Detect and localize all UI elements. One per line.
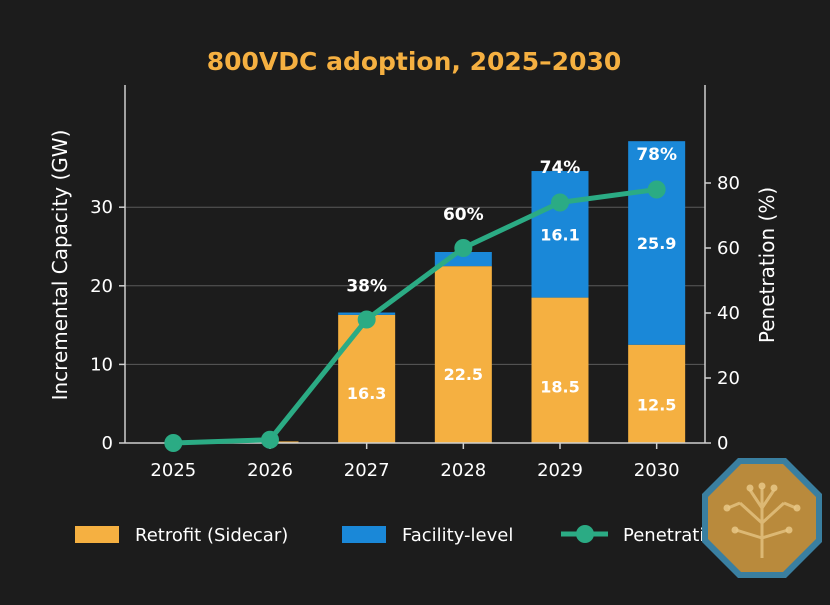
y-tick-label: 0 xyxy=(102,433,113,454)
penetration-marker xyxy=(357,310,376,329)
y-tick-label: 30 xyxy=(90,197,113,218)
x-tick-label: 2026 xyxy=(247,460,293,481)
chart-title: 800VDC adoption, 2025–2030 xyxy=(207,47,622,76)
bar-value-label-facility: 16.1 xyxy=(540,225,579,244)
bar-value-label-retrofit: 18.5 xyxy=(540,377,579,396)
legend-swatch-penetration-marker xyxy=(576,525,594,543)
x-tick-label: 2027 xyxy=(344,460,390,481)
logo-tree-branches xyxy=(727,488,797,558)
logo-tree-nodes xyxy=(723,482,801,534)
y2-tick-label: 0 xyxy=(717,433,728,454)
y2-tick-label: 60 xyxy=(717,238,740,259)
penetration-pct-label: 60% xyxy=(443,205,484,225)
bar-value-label-retrofit: 16.3 xyxy=(347,384,386,403)
y-tick-label: 20 xyxy=(90,276,113,297)
bar-value-label-retrofit: 12.5 xyxy=(637,396,676,415)
legend-swatch-retrofit xyxy=(75,526,119,543)
y2-axis-label: Penetration (%) xyxy=(755,187,779,343)
penetration-pct-label: 74% xyxy=(540,158,581,178)
bar-retrofit xyxy=(531,297,589,443)
legend-label-retrofit: Retrofit (Sidecar) xyxy=(135,525,288,546)
x-tick-label: 2029 xyxy=(537,460,583,481)
y2-tick-label: 20 xyxy=(717,368,740,389)
y2-tick-label: 40 xyxy=(717,303,740,324)
bars xyxy=(241,141,686,443)
penetration-marker xyxy=(647,180,666,199)
penetration-line-path xyxy=(173,187,657,446)
penetration-pct-label: 38% xyxy=(346,277,387,297)
y-axis-label: Incremental Capacity (GW) xyxy=(48,130,72,401)
bar-value-label-facility: 25.9 xyxy=(637,234,676,253)
bar-retrofit xyxy=(434,266,492,443)
bar-value-label-retrofit: 22.5 xyxy=(444,365,483,384)
legend-label-facility: Facility-level xyxy=(402,525,513,546)
x-tick-label: 2025 xyxy=(150,460,196,481)
legend: Retrofit (Sidecar) Facility-level Penetr… xyxy=(75,525,750,546)
penetration-marker xyxy=(261,430,279,449)
x-tick-label: 2030 xyxy=(634,460,680,481)
tree-circuit-icon xyxy=(702,458,822,578)
legend-swatch-facility xyxy=(342,526,386,543)
y2-tick-label: 80 xyxy=(717,173,740,194)
x-tick-label: 2028 xyxy=(440,460,486,481)
bar-facility xyxy=(531,171,589,298)
penetration-line xyxy=(164,180,666,452)
bar-retrofit xyxy=(628,344,686,443)
bar-facility xyxy=(628,141,686,345)
data-labels: 16.3 22.5 18.5 16.1 12.5 25.9 38% 60% 74% 78% xyxy=(346,145,677,415)
penetration-marker xyxy=(454,239,473,257)
penetration-marker xyxy=(551,193,569,212)
penetration-marker xyxy=(164,434,183,452)
penetration-pct-label: 78% xyxy=(636,145,677,165)
y-tick-label: 10 xyxy=(90,354,113,375)
bar-retrofit xyxy=(338,314,396,443)
